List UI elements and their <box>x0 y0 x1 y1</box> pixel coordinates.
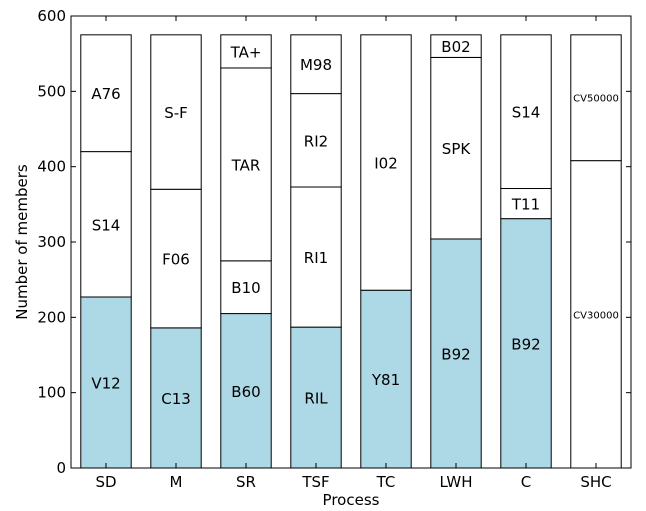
y-tick-label: 500 <box>37 82 66 100</box>
bars-group: V12 S14 A76 C13 F06 S-F B60 B10 TAR TA+ RIL RI1 RI2 M… <box>80 34 622 469</box>
segment-label: TAR <box>231 156 261 174</box>
bar-segment-tsf-m98 <box>290 34 342 95</box>
segment-label: S-F <box>164 104 188 122</box>
segment-label: B92 <box>511 335 540 353</box>
x-tick-label: SD <box>95 473 116 491</box>
bar-segment-shc-cv50000 <box>570 34 622 162</box>
y-axis-ticks: 0 100 200 300 400 500 600 <box>37 7 631 477</box>
segment-label: S14 <box>512 104 541 122</box>
x-tick-label: SR <box>236 473 256 491</box>
segment-label: CV50000 <box>573 94 619 105</box>
y-tick-label: 200 <box>37 308 66 326</box>
bar-segment-c-s14 <box>500 34 552 190</box>
bar-segment-tc-i02 <box>360 34 412 291</box>
segment-label: I02 <box>374 155 398 173</box>
segment-label: B60 <box>231 383 260 401</box>
bar-segment-sr-ta <box>220 34 272 69</box>
bar-segment-tsf-ri2 <box>290 93 342 188</box>
y-tick-label: 300 <box>37 233 66 251</box>
bar-segment-sd-a76 <box>80 34 132 153</box>
x-tick-label: TC <box>376 473 396 491</box>
y-tick-label: 100 <box>37 384 66 402</box>
bar-segment-tc-y81 <box>360 289 412 469</box>
y-tick-label: 400 <box>37 158 66 176</box>
y-axis-label: Number of members <box>13 164 31 320</box>
x-tick-label: M <box>170 473 183 491</box>
segment-label: B02 <box>441 38 470 56</box>
x-tick-label: C <box>521 473 531 491</box>
bar-segment-sd-v12 <box>80 296 132 469</box>
bar-segment-sr-b10 <box>220 260 272 315</box>
x-tick-label: TSF <box>301 473 329 491</box>
segment-label: RIL <box>304 390 328 408</box>
segment-label: S14 <box>92 216 121 234</box>
segment-label: C13 <box>161 390 191 408</box>
segment-label: TA+ <box>230 43 262 61</box>
y-tick-label: 600 <box>37 7 66 25</box>
bar-segment-c-t11 <box>500 188 552 220</box>
bar-segment-lwh-spk <box>430 56 482 240</box>
bar-segment-lwh-b02 <box>430 34 482 58</box>
bar-segment-tsf-ri1 <box>290 186 342 328</box>
x-tick-label: SHC <box>580 473 611 491</box>
segment-label: RI1 <box>304 249 328 267</box>
segment-label: B10 <box>231 279 260 297</box>
bar-segment-m-s-f <box>150 34 202 190</box>
segment-label: Y81 <box>371 371 400 389</box>
segment-label: RI2 <box>304 132 328 150</box>
x-axis-label: Process <box>323 491 380 509</box>
segment-label: V12 <box>91 374 120 392</box>
bar-segment-shc-cv30000 <box>570 160 622 469</box>
bar-segment-m-f06 <box>150 188 202 329</box>
bar-segment-sd-s14 <box>80 151 132 298</box>
segment-label: B92 <box>441 345 470 363</box>
bar-segment-m-c13 <box>150 327 202 469</box>
x-tick-label: LWH <box>439 473 472 491</box>
bar-segment-lwh-b92 <box>430 238 482 469</box>
segment-label: A76 <box>91 85 120 103</box>
bar-segment-tsf-ril <box>290 326 342 469</box>
segment-label: F06 <box>162 251 190 269</box>
segment-label: SPK <box>442 140 472 158</box>
segment-label: M98 <box>300 56 332 74</box>
segment-label: T11 <box>511 196 540 214</box>
segment-label: CV30000 <box>573 310 619 321</box>
bar-segment-sr-tar <box>220 67 272 262</box>
bar-segment-c-b92 <box>500 218 552 469</box>
y-tick-label: 0 <box>56 459 66 477</box>
x-axis-ticks: SD M SR TSF TC LWH C SHC <box>95 16 612 491</box>
